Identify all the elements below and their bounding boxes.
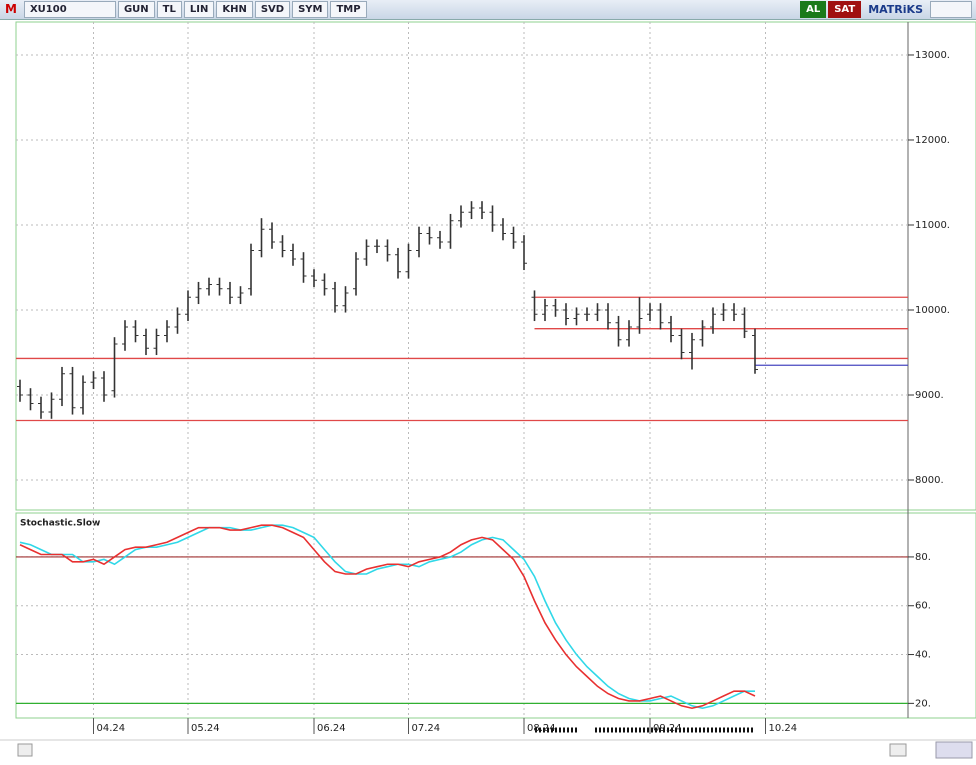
x-tick-label: 06.24 xyxy=(317,723,346,734)
toolbar: M XU100 GUN TL LIN KHN SVD SYM TMP AL SA… xyxy=(0,0,976,20)
window-controls[interactable] xyxy=(930,1,972,18)
brand: MATRiKS xyxy=(868,3,923,16)
stochastic-line xyxy=(19,524,756,710)
scroll-button[interactable] xyxy=(17,743,33,757)
toolbar-button[interactable]: SVD xyxy=(254,1,291,18)
indicator-title: Stochastic.Slow xyxy=(20,519,100,529)
y-tick-label: 20. xyxy=(915,698,931,709)
x-tick-label: 08.24 xyxy=(527,723,556,734)
y-tick-label: 12000. xyxy=(915,135,950,146)
stochastic-panel xyxy=(15,512,976,719)
y-tick-label: 8000. xyxy=(915,475,944,486)
toolbar-button[interactable]: LIN xyxy=(183,1,215,18)
logo: M xyxy=(5,2,17,16)
y-tick-label: 60. xyxy=(915,601,931,612)
toolbar-button[interactable]: SYM xyxy=(292,1,329,18)
symbol-box[interactable]: XU100 xyxy=(23,1,116,18)
sell-button[interactable]: SAT xyxy=(828,1,862,18)
nav-buttons[interactable] xyxy=(935,741,973,759)
toolbar-button[interactable]: TL xyxy=(156,1,182,18)
x-tick-label: 09.24 xyxy=(653,723,682,734)
stochastic-line xyxy=(19,524,755,710)
buy-button[interactable]: AL xyxy=(800,1,827,18)
x-tick-label: 04.24 xyxy=(97,723,126,734)
scroll-button[interactable] xyxy=(889,743,907,757)
price-panel xyxy=(15,21,976,511)
x-tick-label: 05.24 xyxy=(191,723,220,734)
y-tick-label: 11000. xyxy=(915,220,950,231)
toolbar-button[interactable]: KHN xyxy=(216,1,253,18)
toolbar-button[interactable]: GUN xyxy=(117,1,155,18)
y-tick-label: 13000. xyxy=(915,50,950,61)
x-tick-label: 07.24 xyxy=(412,723,441,734)
y-tick-label: 40. xyxy=(915,650,931,661)
toolbar-button[interactable]: TMP xyxy=(330,1,367,18)
x-tick-label: 10.24 xyxy=(769,723,798,734)
y-tick-label: 80. xyxy=(915,552,931,563)
y-tick-label: 10000. xyxy=(915,305,950,316)
y-tick-label: 9000. xyxy=(915,390,944,401)
